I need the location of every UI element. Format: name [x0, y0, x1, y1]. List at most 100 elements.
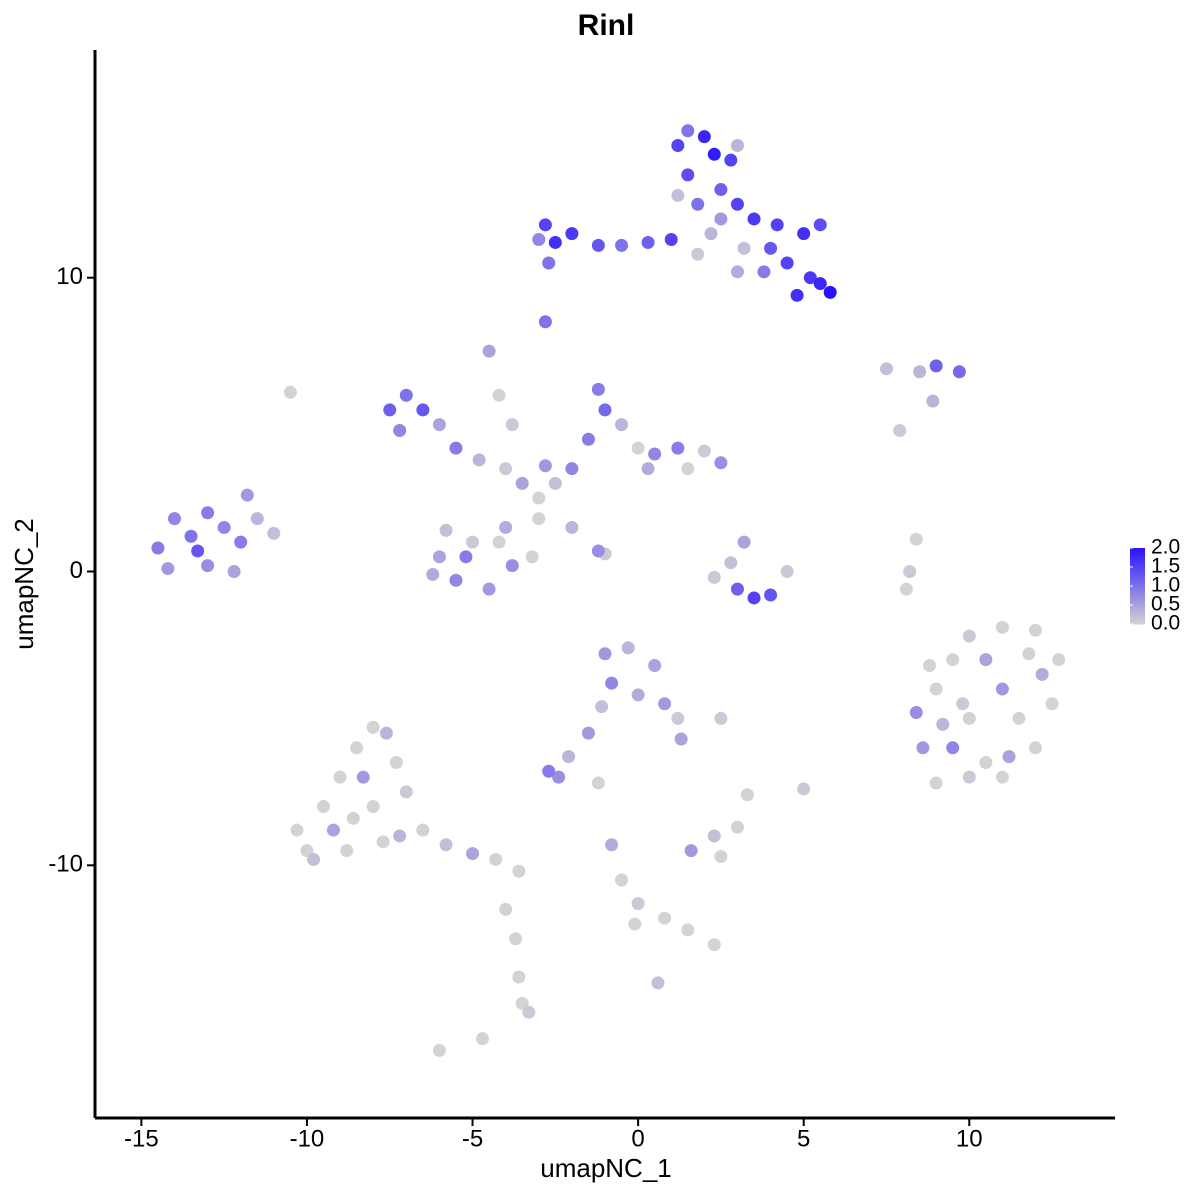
cell-point	[740, 788, 754, 802]
cell-point	[979, 755, 993, 769]
colorbar-segment	[1130, 593, 1145, 596]
cell-point	[747, 591, 761, 605]
cell-point	[714, 456, 728, 470]
cell-point	[393, 423, 407, 437]
cell-point	[946, 741, 960, 755]
cell-point	[522, 1005, 536, 1019]
cell-point	[432, 1043, 446, 1057]
cell-point	[780, 565, 794, 579]
cell-point	[684, 844, 698, 858]
colorbar-segment	[1130, 570, 1145, 574]
cell-point	[879, 362, 893, 376]
cell-point	[492, 388, 506, 402]
cell-point	[671, 188, 685, 202]
colorbar-segment	[1130, 618, 1145, 621]
colorbar-segment	[1130, 580, 1145, 583]
cell-point	[823, 285, 837, 299]
cell-point	[581, 432, 595, 446]
cell-point	[916, 741, 930, 755]
cell-point	[714, 212, 728, 226]
cell-point	[615, 238, 629, 252]
colorbar-tick-label: 1.0	[1151, 574, 1180, 597]
cell-point	[201, 506, 215, 520]
colorbar-tick-label: 1.5	[1151, 555, 1180, 578]
cell-point	[628, 917, 642, 931]
cell-point	[730, 582, 744, 596]
cell-point	[217, 520, 231, 534]
colorbar-segment	[1130, 599, 1145, 602]
cell-point	[591, 776, 605, 790]
cell-point	[724, 153, 738, 167]
chart-title: Rinl	[578, 9, 635, 42]
cell-point	[512, 970, 526, 984]
cell-point	[466, 847, 480, 861]
cell-point	[615, 418, 629, 432]
colorbar-segment	[1130, 591, 1145, 595]
colorbar-segment	[1130, 606, 1145, 610]
cell-point	[167, 512, 181, 526]
cell-point	[674, 732, 688, 746]
colorbar-segment	[1130, 565, 1145, 568]
cell-point	[691, 197, 705, 211]
cell-point	[326, 823, 340, 837]
cell-point	[426, 567, 440, 581]
cell-point	[505, 418, 519, 432]
cell-point	[714, 850, 728, 864]
cell-point	[525, 550, 539, 564]
cell-point	[605, 676, 619, 690]
colorbar-segment	[1130, 584, 1145, 587]
cell-point	[730, 265, 744, 279]
colorbar-segment	[1130, 551, 1145, 555]
colorbar-segment	[1130, 614, 1145, 617]
cell-point	[664, 233, 678, 247]
cell-point	[379, 726, 393, 740]
colorbar-segment	[1130, 597, 1145, 600]
cell-point	[929, 776, 943, 790]
cell-point	[307, 852, 321, 866]
cell-point	[724, 556, 738, 570]
cell-point	[780, 256, 794, 270]
cell-point	[813, 218, 827, 232]
cell-point	[903, 565, 917, 579]
cell-point	[658, 911, 672, 925]
cell-point	[956, 697, 970, 711]
colorbar-segment	[1130, 557, 1145, 560]
cell-point	[962, 629, 976, 643]
cell-point	[389, 755, 403, 769]
cell-point	[707, 829, 721, 843]
cell-point	[737, 241, 751, 255]
cell-point	[893, 423, 907, 437]
cell-point	[532, 233, 546, 247]
cell-point	[615, 873, 629, 887]
x-tick-label: 0	[631, 1125, 644, 1152]
cell-point	[492, 535, 506, 549]
cell-point	[995, 620, 1009, 634]
cell-point	[952, 365, 966, 379]
cell-point	[671, 441, 685, 455]
cell-point	[929, 682, 943, 696]
colorbar-segment	[1130, 548, 1145, 551]
cell-point	[317, 800, 331, 814]
cell-point	[681, 462, 695, 476]
cell-point	[730, 197, 744, 211]
colorbar-segment	[1130, 605, 1145, 608]
cell-point	[681, 923, 695, 937]
cell-point	[350, 741, 364, 755]
cell-point	[515, 996, 529, 1010]
cell-point	[770, 218, 784, 232]
cell-point	[671, 138, 685, 152]
colorbar-tick-label: 0.0	[1151, 612, 1180, 635]
cell-point	[714, 183, 728, 197]
cell-point	[538, 459, 552, 473]
cell-point	[538, 218, 552, 232]
colorbar-segment	[1130, 549, 1145, 553]
colorbar-segment	[1130, 563, 1145, 566]
cell-point	[346, 811, 360, 825]
cell-point	[439, 523, 453, 537]
colorbar-segment	[1130, 589, 1145, 593]
colorbar-segment	[1130, 553, 1145, 557]
cell-point	[651, 976, 665, 990]
cell-point	[449, 573, 463, 587]
cell-point	[803, 271, 817, 285]
